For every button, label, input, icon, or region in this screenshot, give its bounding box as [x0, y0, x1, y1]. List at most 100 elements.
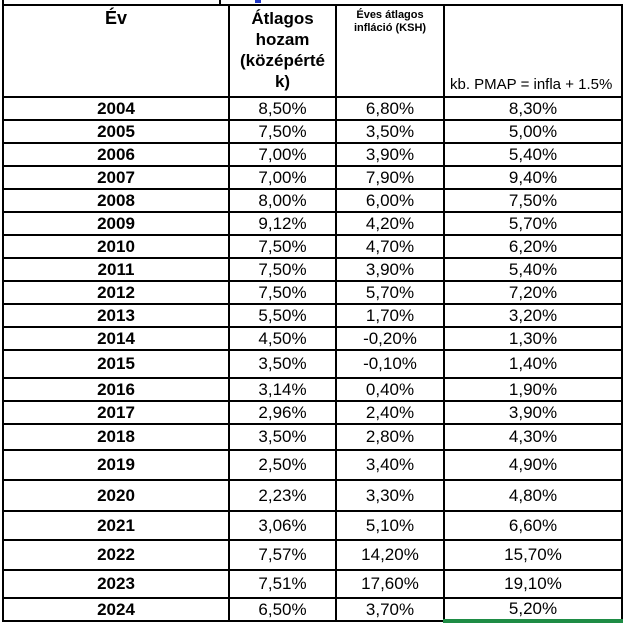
cell-avg-yield[interactable]: 8,50%: [228, 96, 337, 121]
table-row: 2018 3,50% 2,80% 4,30%: [2, 423, 623, 451]
cell-avg-yield[interactable]: 7,00%: [228, 165, 337, 190]
cell-pmap[interactable]: 19,10%: [443, 569, 623, 599]
cell-year[interactable]: 2021: [2, 510, 230, 541]
cell-pmap[interactable]: 8,30%: [443, 96, 623, 121]
cell-inflation[interactable]: 4,70%: [335, 234, 445, 259]
cell-pmap[interactable]: 1,40%: [443, 349, 623, 379]
cell-year[interactable]: 2013: [2, 303, 230, 328]
cell-avg-yield[interactable]: 2,50%: [228, 449, 337, 481]
cell-year[interactable]: 2015: [2, 349, 230, 379]
cell-year[interactable]: 2012: [2, 280, 230, 305]
table-row: 2004 8,50% 6,80% 8,30%: [2, 96, 623, 121]
cell-avg-yield[interactable]: 3,50%: [228, 423, 337, 451]
cell-avg-yield[interactable]: 8,00%: [228, 188, 337, 213]
cell-inflation[interactable]: 3,90%: [335, 257, 445, 282]
cell-inflation[interactable]: 2,80%: [335, 423, 445, 451]
cell-year[interactable]: 2019: [2, 449, 230, 481]
cell-year[interactable]: 2004: [2, 96, 230, 121]
table-row: 2010 7,50% 4,70% 6,20%: [2, 234, 623, 259]
cell-avg-yield[interactable]: 7,50%: [228, 280, 337, 305]
cell-inflation[interactable]: 1,70%: [335, 303, 445, 328]
cell-year[interactable]: 2017: [2, 400, 230, 425]
cell-year[interactable]: 2009: [2, 211, 230, 236]
table-left-border-fragment: [2, 0, 4, 4]
cell-pmap[interactable]: 5,70%: [443, 211, 623, 236]
cell-year[interactable]: 2018: [2, 423, 230, 451]
cell-avg-yield[interactable]: 7,50%: [228, 234, 337, 259]
table-row: 2008 8,00% 6,00% 7,50%: [2, 188, 623, 213]
cell-avg-yield[interactable]: 3,14%: [228, 377, 337, 402]
table-row: 2015 3,50% -0,10% 1,40%: [2, 349, 623, 379]
cell-inflation[interactable]: 5,70%: [335, 280, 445, 305]
cell-year[interactable]: 2014: [2, 326, 230, 351]
col-header-pmap[interactable]: kb. PMAP = infla + 1.5%: [443, 4, 623, 98]
table-row: 2016 3,14% 0,40% 1,90%: [2, 377, 623, 402]
cell-year[interactable]: 2022: [2, 539, 230, 571]
cell-year[interactable]: 2024: [2, 597, 230, 622]
column-border-fragment: [219, 0, 221, 4]
cell-pmap[interactable]: 4,90%: [443, 449, 623, 481]
cell-avg-yield[interactable]: 7,50%: [228, 119, 337, 144]
cell-avg-yield[interactable]: 2,96%: [228, 400, 337, 425]
cell-year[interactable]: 2008: [2, 188, 230, 213]
cell-pmap[interactable]: 3,20%: [443, 303, 623, 328]
cell-avg-yield[interactable]: 6,50%: [228, 597, 337, 622]
blue-pixel-artifact: [255, 0, 261, 3]
cell-avg-yield[interactable]: 3,06%: [228, 510, 337, 541]
cell-year[interactable]: 2005: [2, 119, 230, 144]
cell-inflation[interactable]: 14,20%: [335, 539, 445, 571]
cell-pmap[interactable]: 7,50%: [443, 188, 623, 213]
cell-inflation[interactable]: 3,70%: [335, 597, 445, 622]
cell-inflation[interactable]: 0,40%: [335, 377, 445, 402]
cell-inflation[interactable]: -0,10%: [335, 349, 445, 379]
cell-pmap[interactable]: 3,90%: [443, 400, 623, 425]
cell-pmap[interactable]: 6,60%: [443, 510, 623, 541]
cell-pmap[interactable]: 5,40%: [443, 257, 623, 282]
cell-pmap[interactable]: 6,20%: [443, 234, 623, 259]
cell-avg-yield[interactable]: 2,23%: [228, 479, 337, 512]
col-header-inflation[interactable]: Éves átlagos infláció (KSH): [335, 4, 445, 98]
table-row: 2012 7,50% 5,70% 7,20%: [2, 280, 623, 305]
col-header-year[interactable]: Év: [2, 4, 230, 98]
cell-inflation[interactable]: 5,10%: [335, 510, 445, 541]
cell-avg-yield[interactable]: 4,50%: [228, 326, 337, 351]
cell-inflation[interactable]: 3,90%: [335, 142, 445, 167]
cell-avg-yield[interactable]: 7,00%: [228, 142, 337, 167]
cell-pmap[interactable]: 15,70%: [443, 539, 623, 571]
cell-pmap[interactable]: 5,20%: [443, 597, 623, 623]
cell-pmap[interactable]: 4,30%: [443, 423, 623, 451]
cell-inflation[interactable]: 7,90%: [335, 165, 445, 190]
cell-inflation[interactable]: 6,80%: [335, 96, 445, 121]
cell-inflation[interactable]: 6,00%: [335, 188, 445, 213]
table-row: 2020 2,23% 3,30% 4,80%: [2, 479, 623, 512]
cell-inflation[interactable]: 4,20%: [335, 211, 445, 236]
cell-avg-yield[interactable]: 7,57%: [228, 539, 337, 571]
cell-avg-yield[interactable]: 3,50%: [228, 349, 337, 379]
cell-avg-yield[interactable]: 5,50%: [228, 303, 337, 328]
cell-year[interactable]: 2016: [2, 377, 230, 402]
cell-pmap[interactable]: 1,90%: [443, 377, 623, 402]
cell-pmap[interactable]: 5,40%: [443, 142, 623, 167]
cell-inflation[interactable]: 3,40%: [335, 449, 445, 481]
cell-pmap[interactable]: 7,20%: [443, 280, 623, 305]
cell-inflation[interactable]: 2,40%: [335, 400, 445, 425]
cell-year[interactable]: 2006: [2, 142, 230, 167]
cell-avg-yield[interactable]: 9,12%: [228, 211, 337, 236]
cell-avg-yield[interactable]: 7,51%: [228, 569, 337, 599]
cell-pmap[interactable]: 5,00%: [443, 119, 623, 144]
cell-year[interactable]: 2020: [2, 479, 230, 512]
cell-year[interactable]: 2007: [2, 165, 230, 190]
cell-inflation[interactable]: -0,20%: [335, 326, 445, 351]
cell-inflation[interactable]: 17,60%: [335, 569, 445, 599]
cell-inflation[interactable]: 3,30%: [335, 479, 445, 512]
cell-pmap[interactable]: 9,40%: [443, 165, 623, 190]
cell-pmap[interactable]: 4,80%: [443, 479, 623, 512]
cell-year[interactable]: 2011: [2, 257, 230, 282]
cell-year[interactable]: 2010: [2, 234, 230, 259]
col-header-avg-yield[interactable]: Átlagos hozam (középérté k): [228, 4, 337, 98]
cell-year[interactable]: 2023: [2, 569, 230, 599]
cell-avg-yield[interactable]: 7,50%: [228, 257, 337, 282]
cell-inflation[interactable]: 3,50%: [335, 119, 445, 144]
cell-pmap[interactable]: 1,30%: [443, 326, 623, 351]
